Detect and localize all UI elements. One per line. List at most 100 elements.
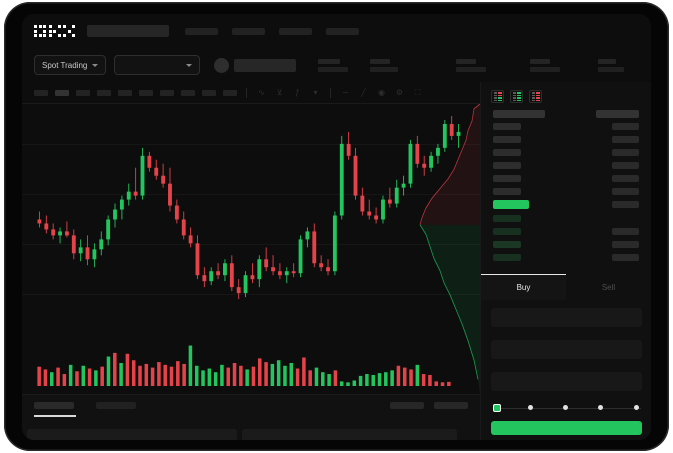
orderbook-bid-row[interactable] bbox=[493, 228, 521, 235]
market-stat-4 bbox=[530, 58, 561, 72]
orderbook-bid-row[interactable] bbox=[493, 215, 521, 222]
tab-buy[interactable]: Buy bbox=[481, 274, 566, 300]
wave-icon[interactable]: ∼ bbox=[342, 88, 349, 97]
timeframe-button-5[interactable] bbox=[118, 89, 132, 96]
device-frame: Spot Trading bbox=[4, 2, 669, 451]
volume-series bbox=[37, 345, 451, 386]
amount-slider[interactable] bbox=[493, 402, 641, 414]
nav-item-2[interactable] bbox=[232, 27, 265, 35]
order-book[interactable] bbox=[481, 110, 651, 270]
timeframe-button-2[interactable] bbox=[55, 89, 69, 96]
bottom-card-3[interactable] bbox=[462, 429, 646, 440]
orderbook-bid-row[interactable] bbox=[493, 241, 521, 248]
orderbook-ask-row[interactable] bbox=[493, 175, 521, 182]
slider-step-50[interactable] bbox=[563, 405, 568, 410]
toolbar-divider-2 bbox=[330, 87, 331, 98]
orderbook-bid-size bbox=[612, 254, 639, 261]
orderbook-ask-row[interactable] bbox=[493, 136, 521, 143]
place-order-button[interactable] bbox=[491, 421, 642, 435]
timeframe-button-8[interactable] bbox=[181, 89, 195, 96]
last-price-value bbox=[234, 58, 297, 72]
order-price-field[interactable] bbox=[491, 308, 642, 327]
market-type-label: Spot Trading bbox=[42, 60, 88, 70]
slider-handle[interactable] bbox=[493, 404, 501, 412]
orderbook-trade-panel: Buy Sell bbox=[480, 82, 651, 440]
orderbook-ask-size bbox=[612, 175, 639, 182]
market-sub-header: Spot Trading bbox=[22, 48, 651, 82]
slider-step-25[interactable] bbox=[528, 405, 533, 410]
chart-toolbar: ∿ ⊻ ƒ ▾ ∼ ╱ ◉ ⚙ ⛶ bbox=[22, 82, 651, 104]
orderbook-ask-row[interactable] bbox=[493, 162, 521, 169]
orders-action-2[interactable] bbox=[434, 402, 468, 409]
orderbook-bid-row[interactable] bbox=[493, 254, 521, 261]
orderbook-ask-size bbox=[612, 149, 639, 156]
orderbook-ask-row[interactable] bbox=[493, 188, 521, 195]
bottom-cards-bar bbox=[22, 429, 651, 440]
timeframe-button-7[interactable] bbox=[160, 89, 174, 96]
timeframe-button-4[interactable] bbox=[97, 89, 111, 96]
orderbook-ask-size bbox=[612, 162, 639, 169]
pair-avatar bbox=[214, 57, 230, 73]
timeframe-button-6[interactable] bbox=[139, 89, 153, 96]
orderbook-bid-size bbox=[612, 228, 639, 235]
depth-bids-icon[interactable] bbox=[510, 90, 523, 103]
bottom-card-1[interactable] bbox=[27, 429, 237, 440]
orders-action-1[interactable] bbox=[390, 402, 424, 409]
market-type-dropdown[interactable]: Spot Trading bbox=[34, 55, 107, 75]
nav-item-3[interactable] bbox=[279, 27, 312, 35]
timeframe-button-9[interactable] bbox=[202, 89, 216, 96]
price-chart-panel[interactable] bbox=[22, 104, 480, 394]
market-stat-5 bbox=[598, 58, 625, 72]
trading-pair-dropdown[interactable] bbox=[114, 55, 201, 75]
indicator-icon[interactable]: ƒ bbox=[295, 88, 300, 97]
active-tab-underline bbox=[34, 415, 76, 417]
orderbook-ask-size bbox=[612, 123, 639, 130]
tab-order-history[interactable] bbox=[96, 402, 136, 409]
market-stat-1 bbox=[318, 58, 349, 72]
market-stat-2 bbox=[370, 58, 399, 72]
camera-icon[interactable]: ◉ bbox=[378, 88, 385, 97]
chevron-down-icon bbox=[92, 63, 99, 67]
order-total-field[interactable] bbox=[491, 372, 642, 391]
orderbook-header-left bbox=[493, 110, 545, 118]
nav-item-1[interactable] bbox=[185, 27, 218, 35]
orderbook-spread-size bbox=[612, 201, 639, 208]
search-input[interactable] bbox=[87, 25, 169, 37]
tab-open-orders[interactable] bbox=[34, 402, 74, 409]
tab-sell-label: Sell bbox=[601, 282, 616, 292]
timeframe-button-10[interactable] bbox=[223, 89, 237, 96]
chevron-down-icon bbox=[186, 63, 193, 67]
bottom-card-2[interactable] bbox=[242, 429, 457, 440]
market-stat-3 bbox=[456, 58, 487, 72]
orderbook-ask-row[interactable] bbox=[493, 149, 521, 156]
depth-both-icon[interactable] bbox=[491, 90, 504, 103]
slider-track bbox=[497, 407, 641, 409]
settings-icon[interactable]: ⚙ bbox=[395, 88, 404, 97]
order-amount-field[interactable] bbox=[491, 340, 642, 359]
slider-step-75[interactable] bbox=[598, 405, 603, 410]
orderbook-header-right bbox=[596, 110, 639, 118]
buy-sell-tab-list: Buy Sell bbox=[481, 274, 651, 300]
timeframe-button-1[interactable] bbox=[34, 89, 48, 96]
depth-asks-icon[interactable] bbox=[529, 90, 542, 103]
slider-step-100[interactable] bbox=[634, 405, 639, 410]
ruler-icon[interactable]: ╱ bbox=[361, 88, 366, 97]
top-navigation-bar bbox=[22, 14, 651, 48]
fullscreen-icon[interactable]: ⛶ bbox=[414, 87, 421, 97]
okx-logo-icon[interactable] bbox=[34, 25, 75, 37]
orderbook-bid-size bbox=[612, 241, 639, 248]
orders-tab-list bbox=[34, 402, 136, 409]
depth-view-toggles bbox=[481, 82, 651, 109]
candlestick-icon[interactable]: ⊻ bbox=[276, 88, 283, 97]
orderbook-ask-size bbox=[612, 136, 639, 143]
orderbook-ask-size bbox=[612, 188, 639, 195]
orderbook-ask-row[interactable] bbox=[493, 123, 521, 130]
nav-item-4[interactable] bbox=[326, 27, 359, 35]
orderbook-spread-indicator bbox=[493, 200, 529, 209]
timeframe-button-3[interactable] bbox=[76, 89, 90, 96]
app-screen: Spot Trading bbox=[22, 14, 651, 440]
tab-sell[interactable]: Sell bbox=[566, 274, 651, 300]
line-chart-icon[interactable]: ∿ bbox=[258, 88, 265, 97]
chevron-down-icon[interactable]: ▾ bbox=[313, 88, 318, 97]
tab-buy-label: Buy bbox=[516, 283, 531, 292]
